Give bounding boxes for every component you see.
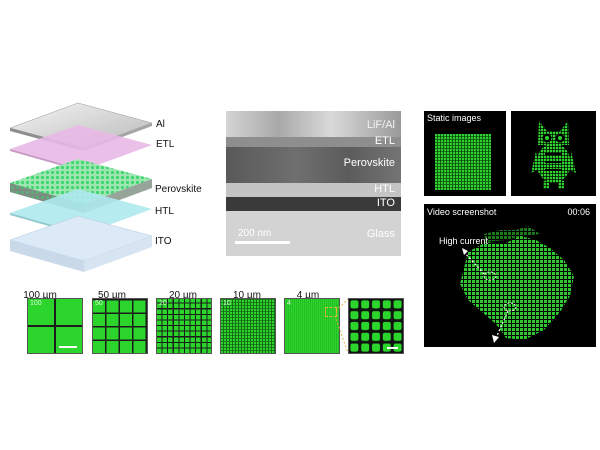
pixel-scale-bar <box>59 346 77 348</box>
tem-scale-label: 200 nm <box>238 228 272 239</box>
tem-label-perovskite: Perovskite <box>343 157 395 169</box>
video-blob <box>460 226 574 343</box>
tem-band-etl <box>226 137 401 147</box>
pixel-size-label-10: 10 µm <box>233 290 261 301</box>
pixel-array-20um: 20 <box>156 298 212 354</box>
pixel-inset-20: 20 <box>159 300 167 307</box>
pixel-size-label-4: 4 µm <box>296 290 320 301</box>
owl-image <box>531 121 576 189</box>
static-image-owl-panel <box>511 111 596 196</box>
tem-band-lifal <box>226 111 401 137</box>
tem-scale-bar <box>235 241 290 244</box>
pixel-grid-overlay <box>157 299 211 353</box>
tem-band-htl <box>226 183 401 197</box>
zoom-box <box>325 307 337 317</box>
tem-cross-section: LiF/Al ETL Perovskite HTL ITO Glass 200 … <box>226 111 401 256</box>
video-screenshot-panel: Video screenshot 00:06 High current <box>424 204 596 347</box>
tem-label-ito: ITO <box>376 197 395 209</box>
tem-label-htl: HTL <box>374 183 395 195</box>
static-square-pattern <box>435 134 491 190</box>
pixel-grid-overlay <box>435 134 491 190</box>
tem-label-etl: ETL <box>374 135 395 147</box>
pixel-inset-50: 50 <box>95 300 103 307</box>
pixel-grid-overlay <box>93 299 147 353</box>
pixel-inset-4: 4 <box>287 300 291 307</box>
tem-label-lifal: LiF/Al <box>366 119 395 131</box>
pixel-grid-overlay <box>221 299 275 353</box>
tem-band-perovskite <box>226 147 401 183</box>
zoom-connector <box>335 298 349 354</box>
video-timestamp: 00:06 <box>567 207 590 217</box>
tem-label-glass: Glass <box>366 228 395 240</box>
pixel-array-10um: 10 <box>220 298 276 354</box>
stack-label-ito: ITO <box>155 236 172 247</box>
video-title: Video screenshot <box>427 207 497 217</box>
stack-label-htl: HTL <box>155 206 174 217</box>
ito-layer <box>9 215 153 272</box>
pixel-grid-overlay <box>285 299 339 353</box>
zoom-scale-bar <box>387 347 398 349</box>
pixel-size-label-50: 50 µm <box>98 290 126 301</box>
static-images-title: Static images <box>427 113 482 123</box>
static-image-square-panel: Static images <box>424 111 506 196</box>
tem-band-ito <box>226 197 401 211</box>
device-stack-diagram <box>9 102 153 272</box>
stack-label-perovskite: Perovskite <box>155 184 202 195</box>
stack-label-etl: ETL <box>156 139 175 150</box>
pixel-array-4um: 4 <box>284 298 340 354</box>
high-current-annotation: High current <box>439 236 489 246</box>
pixel-size-label-100: 100 µm <box>23 290 57 301</box>
pixel-inset-100: 100 <box>30 300 42 307</box>
tem-band-glass <box>226 211 401 256</box>
stack-label-al: Al <box>156 119 165 130</box>
pixel-array-100um: 100 <box>27 298 83 354</box>
pixel-array-50um: 50 <box>92 298 148 354</box>
pixel-inset-10: 10 <box>223 300 231 307</box>
pixel-array-zoom <box>348 298 404 354</box>
pixel-size-label-20: 20 µm <box>169 290 197 301</box>
zoom-dots <box>349 299 403 353</box>
